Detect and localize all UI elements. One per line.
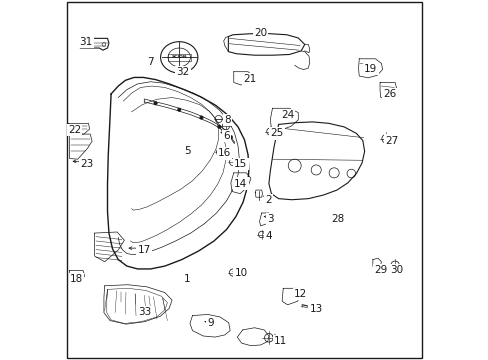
Text: 1: 1 [183,274,190,284]
Text: 11: 11 [273,336,286,346]
Text: 31: 31 [79,37,92,47]
Circle shape [153,102,157,105]
Text: 9: 9 [207,319,214,328]
Text: 2: 2 [265,195,272,205]
Text: 12: 12 [293,289,306,299]
Text: 29: 29 [373,265,386,275]
Text: 3: 3 [266,215,273,224]
Text: 33: 33 [138,307,151,317]
Text: 24: 24 [280,111,294,121]
Text: 4: 4 [265,231,272,240]
Circle shape [217,125,221,129]
Text: 27: 27 [384,136,397,145]
Text: 19: 19 [364,64,377,74]
Text: 13: 13 [309,304,322,314]
FancyBboxPatch shape [167,54,190,61]
Text: 10: 10 [234,268,247,278]
Text: 8: 8 [224,115,230,125]
Text: 6: 6 [223,131,229,141]
Text: 23: 23 [80,159,93,169]
Text: 21: 21 [243,74,256,84]
Text: 15: 15 [234,159,247,169]
Text: 28: 28 [330,215,344,224]
Text: 30: 30 [389,265,403,275]
Circle shape [228,135,232,139]
Text: 7: 7 [147,57,154,67]
Text: 14: 14 [234,179,247,189]
Text: 22: 22 [68,125,81,135]
Circle shape [199,116,203,120]
Text: 16: 16 [217,148,230,158]
Text: 18: 18 [70,274,83,284]
Text: SCION: SCION [171,55,186,59]
Text: 26: 26 [382,89,396,99]
Text: 17: 17 [137,245,150,255]
Text: 20: 20 [254,28,266,38]
Text: 32: 32 [176,67,189,77]
Text: 25: 25 [269,129,283,138]
Text: 5: 5 [183,146,190,156]
Circle shape [177,108,181,112]
